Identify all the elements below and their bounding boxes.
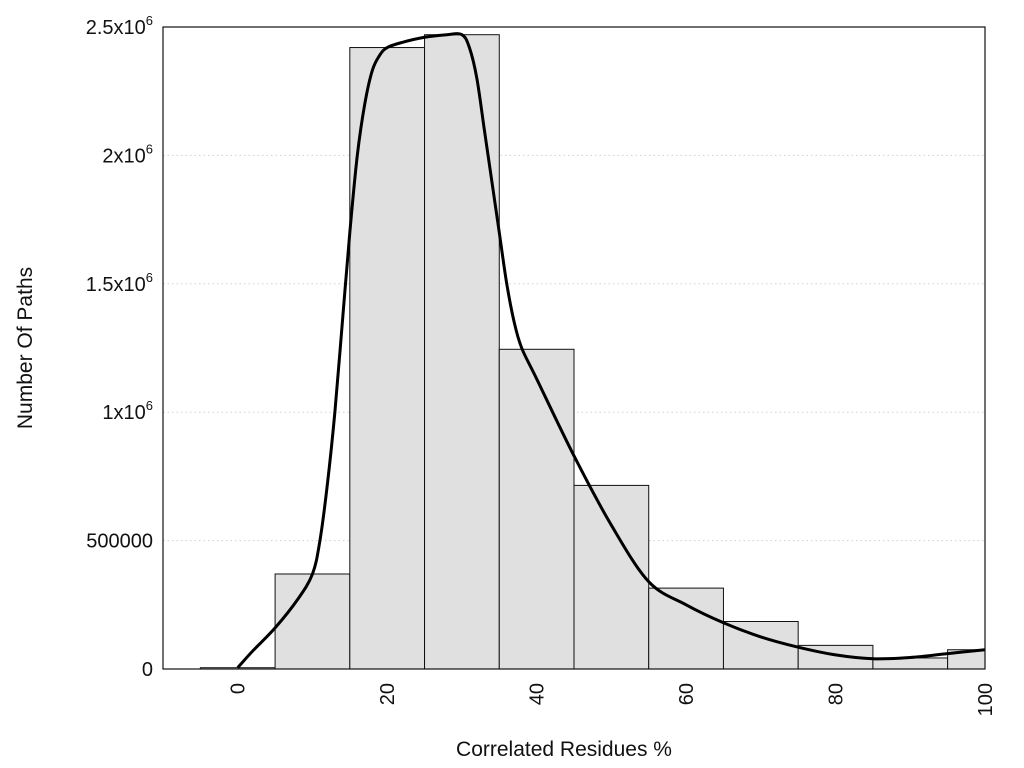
x-axis-label: Correlated Residues % [456,738,672,761]
density-curve [236,32,986,669]
x-axis-ticks: 0 20 40 60 80 100 [228,683,997,716]
y-tick-label: 1.5x106 [86,270,153,296]
x-tick-label: 60 [676,683,698,705]
x-tick-label: 0 [228,683,250,694]
histogram-bar [498,348,575,669]
histogram-bar [349,47,426,669]
y-tick-label: 2x106 [102,141,153,167]
x-tick-label: 80 [826,683,848,705]
y-tick-label: 500000 [86,531,153,553]
histogram-bar [274,573,351,669]
histogram-bars [199,34,985,669]
histogram-bar [424,34,500,669]
x-tick-label: 20 [377,683,399,705]
plot-frame [162,26,986,670]
x-tick-label: 40 [527,683,549,705]
y-tick-label: 2.5x106 [86,13,153,39]
y-tick-label: 0 [142,659,153,681]
y-axis-ticks: 0 500000 1x106 1.5x106 2x106 2.5x106 [86,13,153,681]
y-axis-label: Number Of Paths [14,267,37,429]
x-tick-label: 100 [975,683,997,716]
y-tick-label: 1x106 [102,398,153,424]
density-curve-layer [236,32,986,669]
histogram-bar [648,587,724,669]
histogram-bar [573,484,650,669]
